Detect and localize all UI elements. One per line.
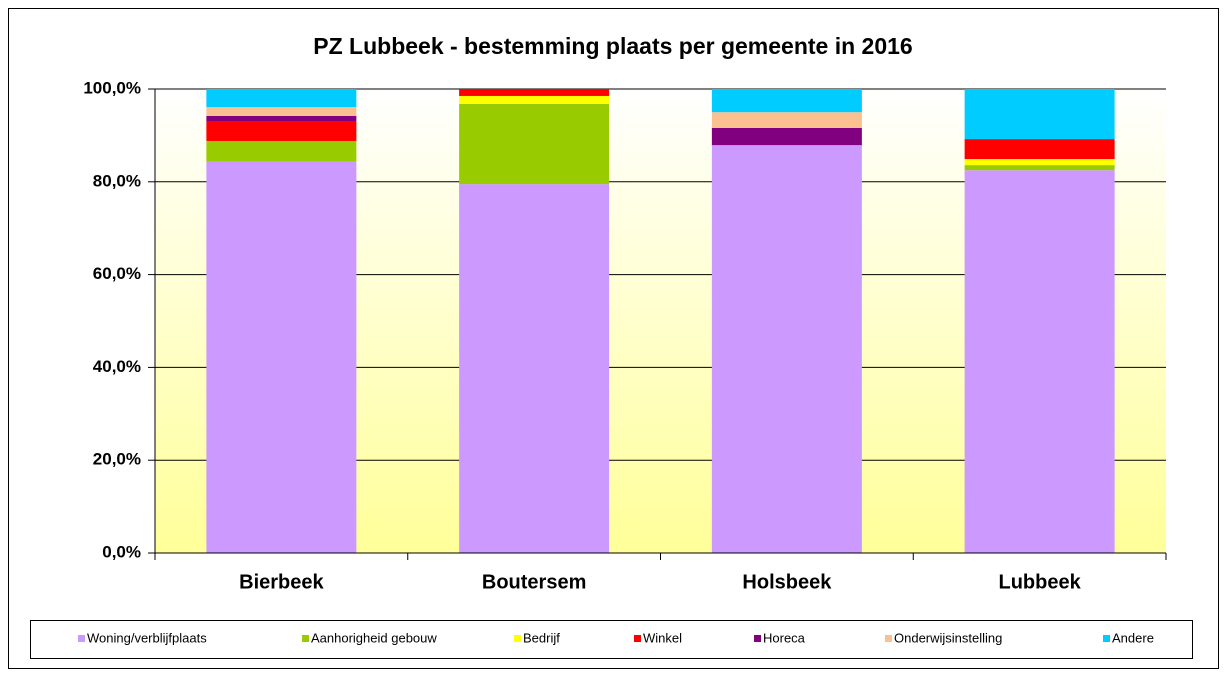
legend-swatch (514, 635, 521, 642)
bar-segment (711, 89, 862, 113)
y-tick-label: 80,0% (93, 171, 141, 190)
bar-segment (964, 89, 1115, 140)
y-tick-label: 60,0% (93, 264, 141, 283)
bar-segment (964, 165, 1115, 171)
y-tick-label: 40,0% (93, 357, 141, 376)
bar-segment (964, 139, 1115, 160)
y-tick-label: 20,0% (93, 450, 141, 469)
legend-label: Horeca (763, 630, 806, 645)
bar-segment (711, 145, 862, 554)
legend-label: Winkel (643, 630, 682, 645)
y-tick-label: 100,0% (83, 78, 141, 97)
bar-segment (206, 121, 357, 141)
bar-segment (459, 184, 610, 553)
bar-segment (206, 115, 357, 122)
legend-label: Woning/verblijfplaats (87, 630, 207, 645)
legend-label: Aanhorigheid gebouw (311, 630, 437, 645)
legend-swatch (754, 635, 761, 642)
bar-segment (206, 89, 357, 108)
bar-segment (206, 161, 357, 553)
bar-segment (964, 170, 1115, 553)
legend-swatch (885, 635, 892, 642)
bar-segment (964, 159, 1115, 166)
chart-title: PZ Lubbeek - bestemming plaats per gemee… (313, 33, 912, 59)
legend (30, 620, 1193, 659)
bar-segment (459, 103, 610, 185)
x-tick-label: Bierbeek (239, 571, 324, 593)
x-tick-label: Lubbeek (999, 571, 1082, 593)
legend-swatch (634, 635, 641, 642)
x-tick-label: Holsbeek (742, 571, 832, 593)
bar-segment (459, 89, 610, 96)
bar-segment (459, 95, 610, 104)
bar-segment (206, 140, 357, 162)
x-tick-label: Boutersem (482, 571, 586, 593)
bar-segment (206, 107, 357, 116)
legend-swatch (78, 635, 85, 642)
legend-label: Bedrijf (523, 630, 560, 645)
bar-segment (711, 127, 862, 146)
legend-swatch (302, 635, 309, 642)
legend-swatch (1103, 635, 1110, 642)
legend-label: Andere (1112, 630, 1154, 645)
y-tick-label: 0,0% (102, 542, 141, 561)
legend-label: Onderwijsinstelling (894, 630, 1002, 645)
bar-segment (711, 112, 862, 128)
